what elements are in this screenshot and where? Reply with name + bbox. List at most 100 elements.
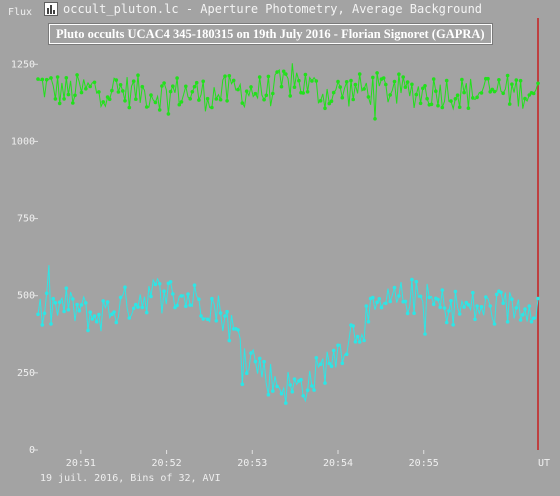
series-1-point [64,76,69,80]
series-1-point [227,74,232,78]
series-1-point [73,93,77,98]
series-1-point [144,105,149,109]
series-1-point [190,90,195,94]
series-1-point [338,85,343,89]
series-2-point [397,294,401,298]
series-1-point [327,101,332,106]
series-2-point [131,306,136,311]
series-2-point [201,317,205,321]
series-2-point [318,362,323,367]
series-2-point [436,297,440,302]
series-1-point [257,75,262,79]
series-2-point [66,307,71,312]
series-2-point [353,340,358,344]
series-2-point [438,305,443,310]
series-2-point [92,314,97,318]
series-2-point [51,296,55,301]
series-2-point [236,328,240,332]
series-2-point [227,338,232,343]
series-1-point [168,89,173,94]
series-1-point [62,97,66,101]
series-2-point [275,384,279,389]
series-1-point [418,101,423,106]
series-2-point [299,377,303,382]
series-2-point [49,322,53,326]
series-2-point [323,381,327,385]
series-2-point [94,319,99,324]
series-1-point [284,72,288,76]
y-axis-label: Flux [8,7,32,18]
x-tick-label: 20:52 [152,458,182,469]
series-1-point [486,76,490,81]
series-1-point [149,93,153,97]
series-2-point [327,361,332,366]
series-2-point [388,299,393,304]
series-1-point [160,84,164,88]
series-1-point [292,85,297,89]
series-2-point [471,290,475,295]
series-2-point [42,311,47,316]
series-2-point [179,294,184,298]
series-2-point [355,334,360,339]
series-1-point [175,76,179,80]
series-2-point [412,311,416,316]
series-1-point [471,96,475,100]
series-1-point [184,84,188,89]
series-2-point [523,307,527,311]
series-2-point [240,382,245,387]
series-2-point [462,305,466,309]
series-2-point [162,289,166,294]
series-1-point [381,76,386,80]
application-icon[interactable] [44,2,58,16]
series-1-point [157,108,162,112]
series-2-point [423,332,427,336]
series-1-point [492,89,497,94]
series-1-point [240,101,245,105]
series-2-point [218,311,223,315]
series-1-point [475,95,479,100]
series-1-point [179,100,184,104]
series-2-point [492,322,497,326]
series-1-point [353,82,358,87]
series-1-point [121,89,125,93]
series-1-point [118,83,123,87]
series-line-2 [37,265,539,404]
series-2-point [57,300,62,305]
series-1-point [490,87,495,92]
series-2-point [392,285,397,290]
series-1-point [453,97,458,101]
series-1-point [523,96,527,101]
series-1-point [425,96,429,101]
series-1-point [366,95,371,99]
series-1-point [310,79,314,83]
series-2-point [329,364,334,369]
series-1-point [162,81,166,85]
series-2-point [271,389,275,393]
series-1-point [97,90,101,94]
series-1-point [253,91,258,96]
series-1-point [223,74,227,78]
series-2-point [134,302,138,307]
series-1-point [153,100,158,105]
series-2-point [253,359,258,364]
series-2-point [112,310,116,314]
series-1-point [462,90,466,95]
series-1-point [344,80,349,84]
series-1-point [84,87,88,91]
series-1-point [288,94,293,98]
series-1-point [527,93,532,97]
series-1-point [329,99,334,103]
series-1-point [297,78,301,83]
series-2-point [418,294,423,299]
series-1-point [116,90,121,94]
series-2-point [168,280,173,284]
series-1-point [231,78,236,83]
series-1-point [323,106,327,111]
series-2-point [149,294,153,299]
series-2-point [79,303,84,307]
y-tick-label: 750 [17,214,35,225]
series-2-point [488,304,493,308]
series-1-point [71,101,75,105]
series-1-point [107,97,112,102]
series-2-point [36,312,40,317]
